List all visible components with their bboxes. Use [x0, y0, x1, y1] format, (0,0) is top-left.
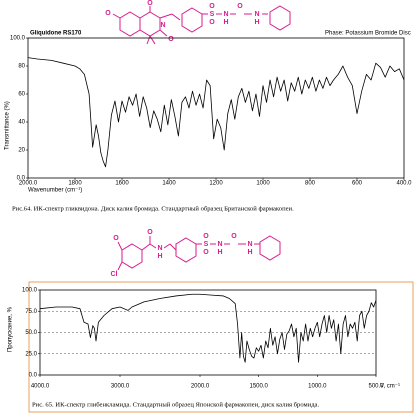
atom-label: S: [204, 241, 209, 248]
y-tick-label: 25.0: [25, 351, 37, 357]
caption: Рис. 65. ИК-спектр глибенкламида. Станда…: [32, 402, 319, 409]
atom-label: O: [209, 19, 215, 26]
atom-label: H: [157, 253, 162, 260]
atom-label: O: [168, 36, 174, 43]
atom-label: N: [254, 11, 259, 18]
atom-label: H: [247, 249, 252, 256]
caption: Рис.64. ИК-спектр гликвидона. Диск калия…: [12, 206, 294, 213]
structure-1: O O N O O S O N H O N H: [105, 0, 291, 45]
atom-label: O: [147, 229, 153, 236]
atom-label: N: [157, 245, 162, 252]
x-tick-label: 1200: [209, 181, 223, 187]
y-tick-label: 0.0: [29, 373, 38, 379]
y-axis-label: Пропускание, %: [8, 306, 14, 352]
spectrum-line: [27, 57, 405, 168]
x-axis-label: Wavenumber (cm⁻¹): [28, 188, 82, 194]
y-axis-label: Transmittance (%): [5, 101, 11, 150]
x-tick-label: 500.0: [368, 384, 384, 390]
spectrum-line: [39, 293, 377, 363]
x-tick-label: 2000.0: [191, 384, 210, 390]
chart-subtitle: Phase: Potassium Bromide Disc: [325, 31, 411, 37]
atom-label: O: [237, 3, 243, 10]
y-tick-label: 20: [18, 148, 25, 154]
y-tick-label: 50.0: [25, 330, 37, 336]
y-tick-label: 0.0: [17, 176, 26, 182]
atom-label: O: [209, 3, 215, 10]
plot-area: [27, 37, 405, 179]
atom-label: S: [210, 11, 215, 18]
x-tick-label: 1400: [162, 181, 176, 187]
chart-title: Gliquidone RS170: [30, 31, 82, 37]
y-tick-label: 60: [18, 92, 25, 98]
y-tick-label: 80: [18, 64, 25, 70]
y-tick-label: 100.0: [10, 36, 26, 42]
x-tick-label: 1800: [68, 181, 82, 187]
y-tick-label: 40: [18, 120, 25, 126]
x-tick-label: 3000.0: [111, 384, 130, 390]
x-tick-label: 2000.0: [19, 181, 38, 187]
atom-label: H: [223, 19, 228, 26]
atom-label: Cl: [111, 271, 118, 278]
x-axis-label: V, cm⁻¹: [380, 384, 400, 390]
x-tick-label: 400.0: [396, 181, 412, 187]
atom-label: O: [147, 0, 153, 7]
y-tick-label: 100.0: [22, 288, 38, 294]
atom-label: N: [247, 241, 252, 248]
spectrum-frame: [28, 281, 414, 413]
y-tick-label: 75.0: [25, 309, 37, 315]
x-tick-label: 1000: [256, 181, 270, 187]
structure-2: O O N H Cl O S O N H O N H: [111, 229, 281, 278]
atom-label: N: [223, 11, 228, 18]
atom-label: N: [217, 241, 222, 248]
x-tick-label: 4000.0: [31, 384, 50, 390]
atom-label: O: [203, 233, 209, 240]
x-tick-label: 800: [305, 181, 316, 187]
atom-label: O: [203, 249, 209, 256]
atom-label: O: [231, 233, 237, 240]
x-tick-label: 1500.0: [249, 384, 268, 390]
atom-label: O: [105, 10, 111, 17]
x-tick-label: 1000.0: [308, 384, 327, 390]
x-tick-label: 600: [352, 181, 363, 187]
x-tick-label: 1600: [115, 181, 129, 187]
atom-label: H: [254, 19, 259, 26]
atom-label: N: [160, 22, 165, 29]
atom-label: H: [217, 249, 222, 256]
atom-label: O: [113, 235, 119, 242]
